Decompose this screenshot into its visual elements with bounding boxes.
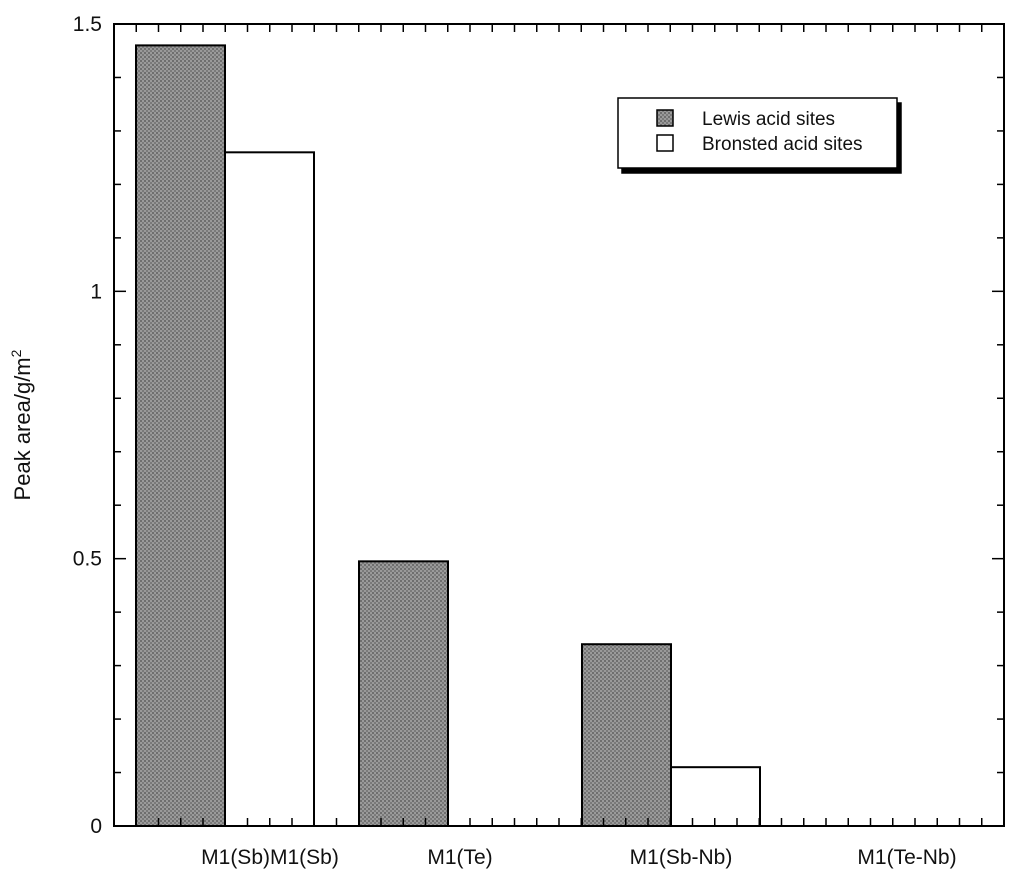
y-tick-label: 1.5: [73, 13, 102, 36]
legend-label: Lewis acid sites: [702, 109, 835, 130]
x-category-label: M1(Sb)M1(Sb): [201, 846, 339, 869]
x-category-label: M1(Sb-Nb): [630, 846, 733, 869]
y-axis-label-superscript: 2: [8, 349, 24, 357]
legend-swatch: [656, 109, 674, 127]
x-category-label: M1(Te-Nb): [857, 846, 956, 869]
y-tick-label: 1: [90, 280, 102, 303]
bar-bronsted-2: [670, 766, 761, 827]
y-axis-label: Peak area/g/m2: [8, 349, 35, 500]
legend-swatch: [656, 134, 674, 152]
bars-group: [135, 44, 761, 828]
bar-lewis-0: [135, 44, 226, 828]
y-tick-label: 0.5: [73, 548, 102, 571]
x-category-label: M1(Te): [427, 846, 492, 869]
legend: Lewis acid sites Bronsted acid sites: [617, 97, 898, 169]
y-tick-label: 0: [90, 815, 102, 838]
y-axis-ticks: 0 0.5 1 1.5: [73, 13, 1004, 838]
bar-lewis-2: [581, 643, 672, 827]
bar-bronsted-0: [224, 151, 315, 827]
legend-label: Bronsted acid sites: [702, 134, 863, 155]
bar-lewis-1: [358, 560, 449, 828]
y-axis-label-text: Peak area/g/m: [10, 357, 35, 500]
x-axis-ticks: M1(Sb)M1(Sb) M1(Te) M1(Sb-Nb) M1(Te-Nb): [135, 24, 983, 869]
